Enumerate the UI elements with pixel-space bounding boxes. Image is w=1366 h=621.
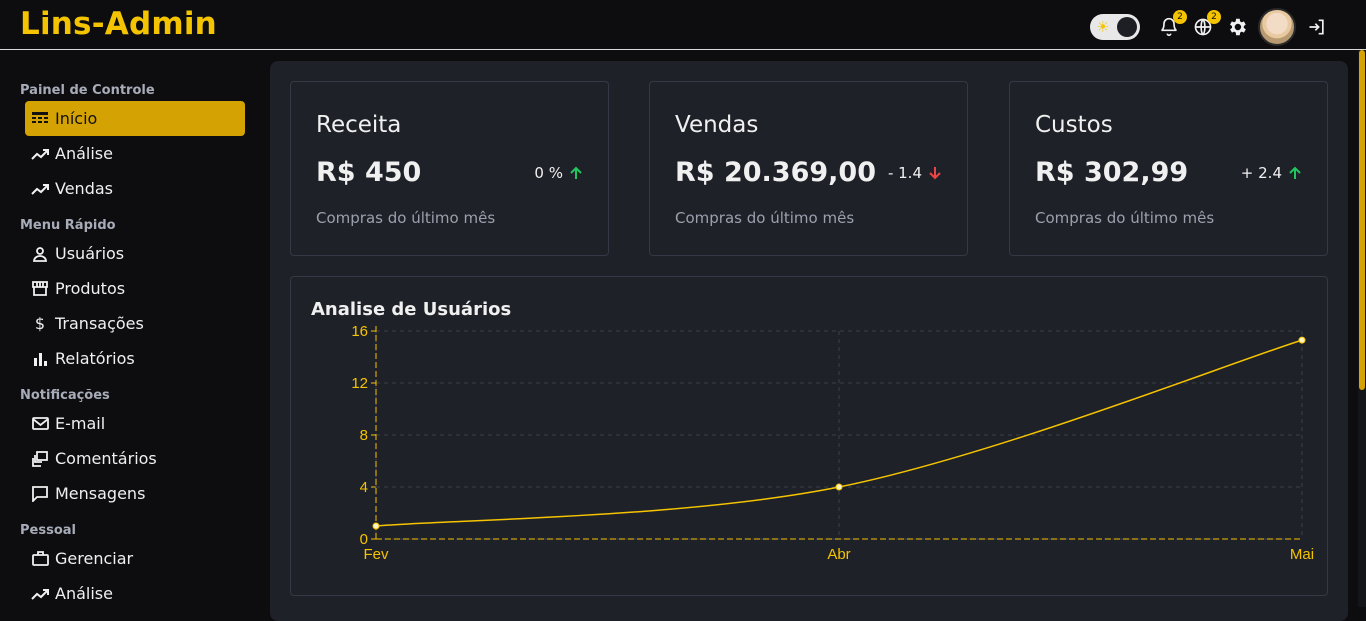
sidebar-item-label: Relatórios <box>55 349 135 368</box>
user-avatar[interactable] <box>1258 8 1296 46</box>
y-tick-label: 4 <box>360 479 368 496</box>
comments-icon <box>31 450 49 468</box>
trending-icon <box>31 180 49 198</box>
header-actions: ☀ 2 2 <box>1090 8 1330 46</box>
mail-icon <box>31 415 49 433</box>
sidebar-item-label: Usuários <box>55 244 125 263</box>
sidebar-item-transacoes[interactable]: $ Transações <box>25 306 245 341</box>
arrow-up-icon <box>570 166 582 179</box>
app-logo[interactable]: Lins-Admin <box>20 6 217 42</box>
language-button[interactable]: 2 <box>1190 10 1221 40</box>
gear-icon <box>1230 18 1246 36</box>
sidebar-item-vendas[interactable]: Vendas <box>25 171 245 206</box>
delta-value: - 1.4 <box>887 164 922 182</box>
sidebar-item-label: Início <box>55 109 98 128</box>
user-icon <box>31 245 49 263</box>
delta-value: 0 % <box>534 164 563 182</box>
language-badge: 2 <box>1207 10 1221 24</box>
logout-button[interactable] <box>1304 14 1330 40</box>
card-title: Vendas <box>675 112 759 138</box>
y-tick-label: 8 <box>360 427 368 444</box>
store-icon <box>31 280 49 298</box>
x-tick-label: Abr <box>827 546 850 563</box>
section-title-menu-rapido: Menu Rápido <box>20 218 116 233</box>
sun-icon: ☀ <box>1096 18 1110 36</box>
sidebar-item-relatorios[interactable]: Relatórios <box>25 341 245 376</box>
toggle-knob <box>1117 17 1137 37</box>
sidebar-item-label: Produtos <box>55 279 126 298</box>
stat-card-custos: Custos R$ 302,99 + 2.4 Compras do último… <box>1009 81 1328 256</box>
page-scrollbar[interactable] <box>1358 50 1366 607</box>
settings-button[interactable] <box>1224 14 1250 40</box>
notifications-button[interactable]: 2 <box>1156 10 1187 40</box>
top-bar: Lins-Admin ☀ 2 2 <box>0 0 1366 50</box>
section-title-notificacoes: Notificações <box>20 388 110 403</box>
logout-icon <box>1309 19 1324 35</box>
sidebar-item-label: Transações <box>55 314 144 333</box>
stat-card-vendas: Vendas R$ 20.369,00 - 1.4 Compras do últ… <box>649 81 968 256</box>
sidebar-item-label: Vendas <box>55 179 113 198</box>
card-subtitle: Compras do último mês <box>316 209 496 227</box>
globe-icon <box>1194 18 1212 36</box>
sidebar-item-inicio[interactable]: Início <box>25 101 245 136</box>
stat-card-receita: Receita R$ 450 0 % Compras do último mês <box>290 81 609 256</box>
delta-value: + 2.4 <box>1240 164 1282 182</box>
sidebar-item-label: Análise <box>55 144 113 163</box>
x-tick-label: Fev <box>363 546 389 563</box>
sidebar-item-label: Mensagens <box>55 484 146 503</box>
sidebar-item-label: Análise <box>55 584 113 603</box>
bell-icon <box>1161 17 1177 37</box>
y-tick-label: 12 <box>351 375 368 392</box>
briefcase-icon <box>31 550 49 568</box>
sidebar-item-analise[interactable]: Análise <box>25 136 245 171</box>
card-value: R$ 302,99 <box>1035 157 1189 188</box>
bar-chart-icon <box>31 350 49 368</box>
card-delta: 0 % <box>534 164 583 182</box>
users-chart-card: Analise de Usuários 0 4 8 12 16 Fev Abr Mai <box>290 276 1328 596</box>
message-icon <box>31 485 49 503</box>
dollar-icon: $ <box>34 314 46 333</box>
sidebar-item-label: Comentários <box>55 449 157 468</box>
data-point <box>372 522 380 530</box>
sidebar-item-comentarios[interactable]: Comentários <box>25 441 245 476</box>
y-tick-label: 16 <box>351 323 368 340</box>
arrow-up-icon <box>1289 166 1301 179</box>
card-delta: + 2.4 <box>1241 164 1302 182</box>
sidebar-item-mensagens[interactable]: Mensagens <box>25 476 245 511</box>
series-line <box>375 339 1303 527</box>
sidebar-item-gerenciar[interactable]: Gerenciar <box>25 541 245 576</box>
card-subtitle: Compras do último mês <box>1035 209 1215 227</box>
chart-title: Analise de Usuários <box>311 299 512 320</box>
card-title: Receita <box>316 112 402 138</box>
section-title-painel: Painel de Controle <box>20 83 155 98</box>
trending-icon <box>31 585 49 603</box>
theme-toggle[interactable]: ☀ <box>1090 14 1140 40</box>
card-delta: - 1.4 <box>888 164 942 182</box>
arrow-down-icon <box>929 167 941 180</box>
x-tick-label: Mai <box>1290 546 1314 563</box>
card-value: R$ 20.369,00 <box>675 157 876 188</box>
card-subtitle: Compras do último mês <box>675 209 855 227</box>
notifications-badge: 2 <box>1173 10 1187 24</box>
trending-icon <box>31 145 49 163</box>
sidebar: Painel de Controle Início Análise Vendas… <box>0 51 260 607</box>
sidebar-item-label: Gerenciar <box>55 549 134 568</box>
sidebar-item-email[interactable]: E-mail <box>25 406 245 441</box>
sidebar-item-label: E-mail <box>55 414 106 433</box>
card-value: R$ 450 <box>316 157 422 188</box>
sidebar-item-analise-pessoal[interactable]: Análise <box>25 576 245 611</box>
table-icon <box>31 110 49 128</box>
y-tick-label: 0 <box>360 531 368 548</box>
data-point <box>835 483 843 491</box>
sidebar-item-usuarios[interactable]: Usuários <box>25 236 245 271</box>
sidebar-item-produtos[interactable]: Produtos <box>25 271 245 306</box>
card-title: Custos <box>1035 112 1113 138</box>
section-title-pessoal: Pessoal <box>20 523 76 538</box>
users-line-chart: 0 4 8 12 16 Fev Abr Mai <box>351 323 1314 563</box>
data-point <box>1298 336 1306 344</box>
scrollbar-thumb[interactable] <box>1359 50 1365 390</box>
main-content: Receita R$ 450 0 % Compras do último mês… <box>270 61 1348 621</box>
